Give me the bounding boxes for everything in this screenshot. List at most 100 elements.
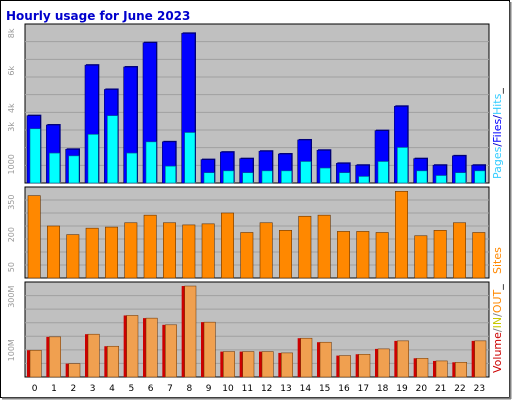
files-bar [377, 161, 389, 184]
x-tick-label: 12 [261, 384, 272, 394]
x-tick-label: 21 [435, 384, 446, 394]
sites-bar [259, 222, 273, 279]
volume-bar [68, 363, 81, 378]
legend-underscore: _ [491, 88, 504, 95]
x-tick-label: 3 [90, 384, 96, 394]
hits-files-panel-background [24, 23, 490, 184]
sites-bar [279, 230, 292, 279]
legend-out: OUT [491, 289, 504, 313]
files-bar [49, 152, 60, 184]
x-tick-label: 15 [319, 384, 330, 394]
files-bar [68, 155, 80, 184]
y-tick-label: 3k [7, 122, 16, 132]
y-tick-label: 350 [7, 195, 16, 210]
volume-bar [377, 348, 390, 378]
volume-bar [358, 354, 371, 378]
files-bar [358, 176, 370, 184]
sites-bar [453, 222, 466, 279]
x-tick-label: 13 [280, 384, 291, 394]
legend-sites: Sites [491, 247, 504, 274]
volume-bar [261, 351, 274, 378]
volume-bar [165, 324, 177, 378]
legend-slash: / [491, 115, 504, 119]
files-bar [455, 172, 466, 184]
sites-bar [27, 195, 41, 279]
files-bar [300, 161, 312, 184]
sites-bar [221, 212, 234, 279]
volume-bar [107, 345, 119, 378]
x-tick-label: 1 [51, 384, 57, 394]
files-bar [416, 170, 428, 184]
volume-bar [49, 336, 61, 378]
files-bar [145, 141, 157, 184]
sites-bar [472, 232, 486, 279]
y-tick-label: 8k [7, 28, 16, 38]
volume-bar [242, 351, 255, 378]
files-bar [242, 172, 254, 184]
y-tick-label: 6k [7, 66, 16, 76]
files-bar [29, 128, 41, 184]
x-tick-label: 5 [128, 384, 134, 394]
files-bar [397, 147, 408, 184]
sites-panel-background [24, 186, 490, 279]
legend-pages: Pages [491, 146, 504, 179]
volume-bar [397, 340, 409, 378]
y-tick-label: 4k [7, 103, 16, 113]
legend-sites-panel: Sites [491, 247, 504, 274]
sites-bar [47, 225, 60, 279]
legend-in: IN [491, 317, 504, 328]
sites-bar [395, 191, 408, 279]
x-tick-label: 14 [300, 384, 312, 394]
sites-bar [337, 231, 350, 279]
y-tick-label: 100M [7, 339, 16, 361]
volume-bar [416, 358, 429, 378]
volume-bar [29, 349, 42, 378]
files-bar [281, 170, 292, 184]
x-tick-label: 4 [109, 384, 115, 394]
sites-bar [163, 222, 176, 279]
sites-bar [182, 224, 196, 279]
legend-slash: / [491, 328, 504, 332]
x-tick-label: 18 [377, 384, 389, 394]
sites-bar [375, 232, 389, 279]
volume-bar [145, 317, 158, 378]
x-tick-label: 7 [167, 384, 173, 394]
sites-bar [298, 215, 312, 279]
x-tick-label: 20 [416, 384, 428, 394]
x-tick-label: 22 [454, 384, 465, 394]
legend-hits: Hits [491, 93, 504, 115]
files-bar [261, 170, 273, 184]
files-bar [87, 134, 99, 184]
x-axis-labels: 0 1 2 3 4 5 6 7 8 9 10 11 12 13 14 15 16 17 18 19 20 21 22 23 [32, 384, 485, 394]
sites-bar [317, 214, 331, 279]
x-tick-label: 0 [32, 384, 38, 394]
legend-files: Files [491, 118, 504, 142]
legend-underscore: _ [491, 284, 504, 291]
volume-bar [203, 321, 216, 378]
volume-bar [126, 315, 139, 378]
files-bar [339, 172, 350, 184]
sites-bar [124, 222, 138, 279]
volume-bar [223, 351, 235, 378]
x-tick-label: 11 [242, 384, 253, 394]
files-bar [223, 170, 234, 184]
volume-bar [339, 355, 351, 378]
volume-bar [281, 352, 293, 378]
volume-bar [319, 341, 332, 378]
x-tick-label: 2 [70, 384, 76, 394]
legend-slash: / [491, 143, 504, 147]
volume-panel-background [24, 281, 490, 378]
x-tick-label: 8 [186, 384, 192, 394]
files-bar [126, 152, 138, 184]
chart-title: Hourly usage for June 2023 [6, 9, 190, 23]
legend-slash: / [491, 313, 504, 317]
files-bar [319, 167, 331, 184]
legend-hits-files-panel: Pages/Files/Hits_ [491, 88, 504, 179]
y-tick-label: 200 [7, 227, 16, 242]
y-tick-label: 1000 [7, 154, 16, 174]
